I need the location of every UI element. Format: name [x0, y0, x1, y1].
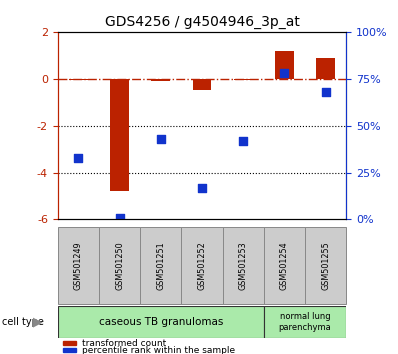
Bar — [58, 227, 99, 304]
Bar — [63, 341, 76, 345]
Text: normal lung
parenchyma: normal lung parenchyma — [279, 313, 332, 332]
Point — [240, 138, 246, 143]
Bar — [63, 348, 76, 353]
Text: caseous TB granulomas: caseous TB granulomas — [99, 317, 223, 327]
Point — [199, 185, 205, 190]
Text: ▶: ▶ — [33, 316, 43, 329]
Bar — [234, 79, 252, 80]
Bar — [181, 227, 222, 304]
Bar — [140, 227, 181, 304]
Point — [281, 70, 288, 76]
Bar — [264, 227, 305, 304]
Bar — [275, 51, 294, 79]
Bar — [316, 58, 335, 79]
Bar — [110, 79, 129, 191]
Bar — [305, 227, 346, 304]
Bar — [152, 79, 170, 81]
Text: GSM501255: GSM501255 — [321, 241, 330, 290]
Bar — [264, 306, 346, 338]
Text: transformed count: transformed count — [82, 339, 166, 348]
Bar — [99, 227, 140, 304]
Bar — [193, 79, 211, 91]
Text: GSM501249: GSM501249 — [74, 241, 83, 290]
Point — [116, 215, 123, 221]
Text: percentile rank within the sample: percentile rank within the sample — [82, 346, 235, 354]
Text: cell type: cell type — [2, 317, 44, 327]
Bar — [58, 306, 264, 338]
Text: GSM501254: GSM501254 — [280, 241, 289, 290]
Title: GDS4256 / g4504946_3p_at: GDS4256 / g4504946_3p_at — [105, 16, 299, 29]
Bar — [222, 227, 264, 304]
Point — [322, 89, 329, 95]
Bar — [69, 79, 88, 80]
Text: GSM501251: GSM501251 — [156, 241, 165, 290]
Text: GSM501252: GSM501252 — [197, 241, 207, 290]
Text: GSM501250: GSM501250 — [115, 241, 124, 290]
Text: GSM501253: GSM501253 — [239, 241, 248, 290]
Point — [75, 155, 82, 160]
Point — [158, 136, 164, 142]
